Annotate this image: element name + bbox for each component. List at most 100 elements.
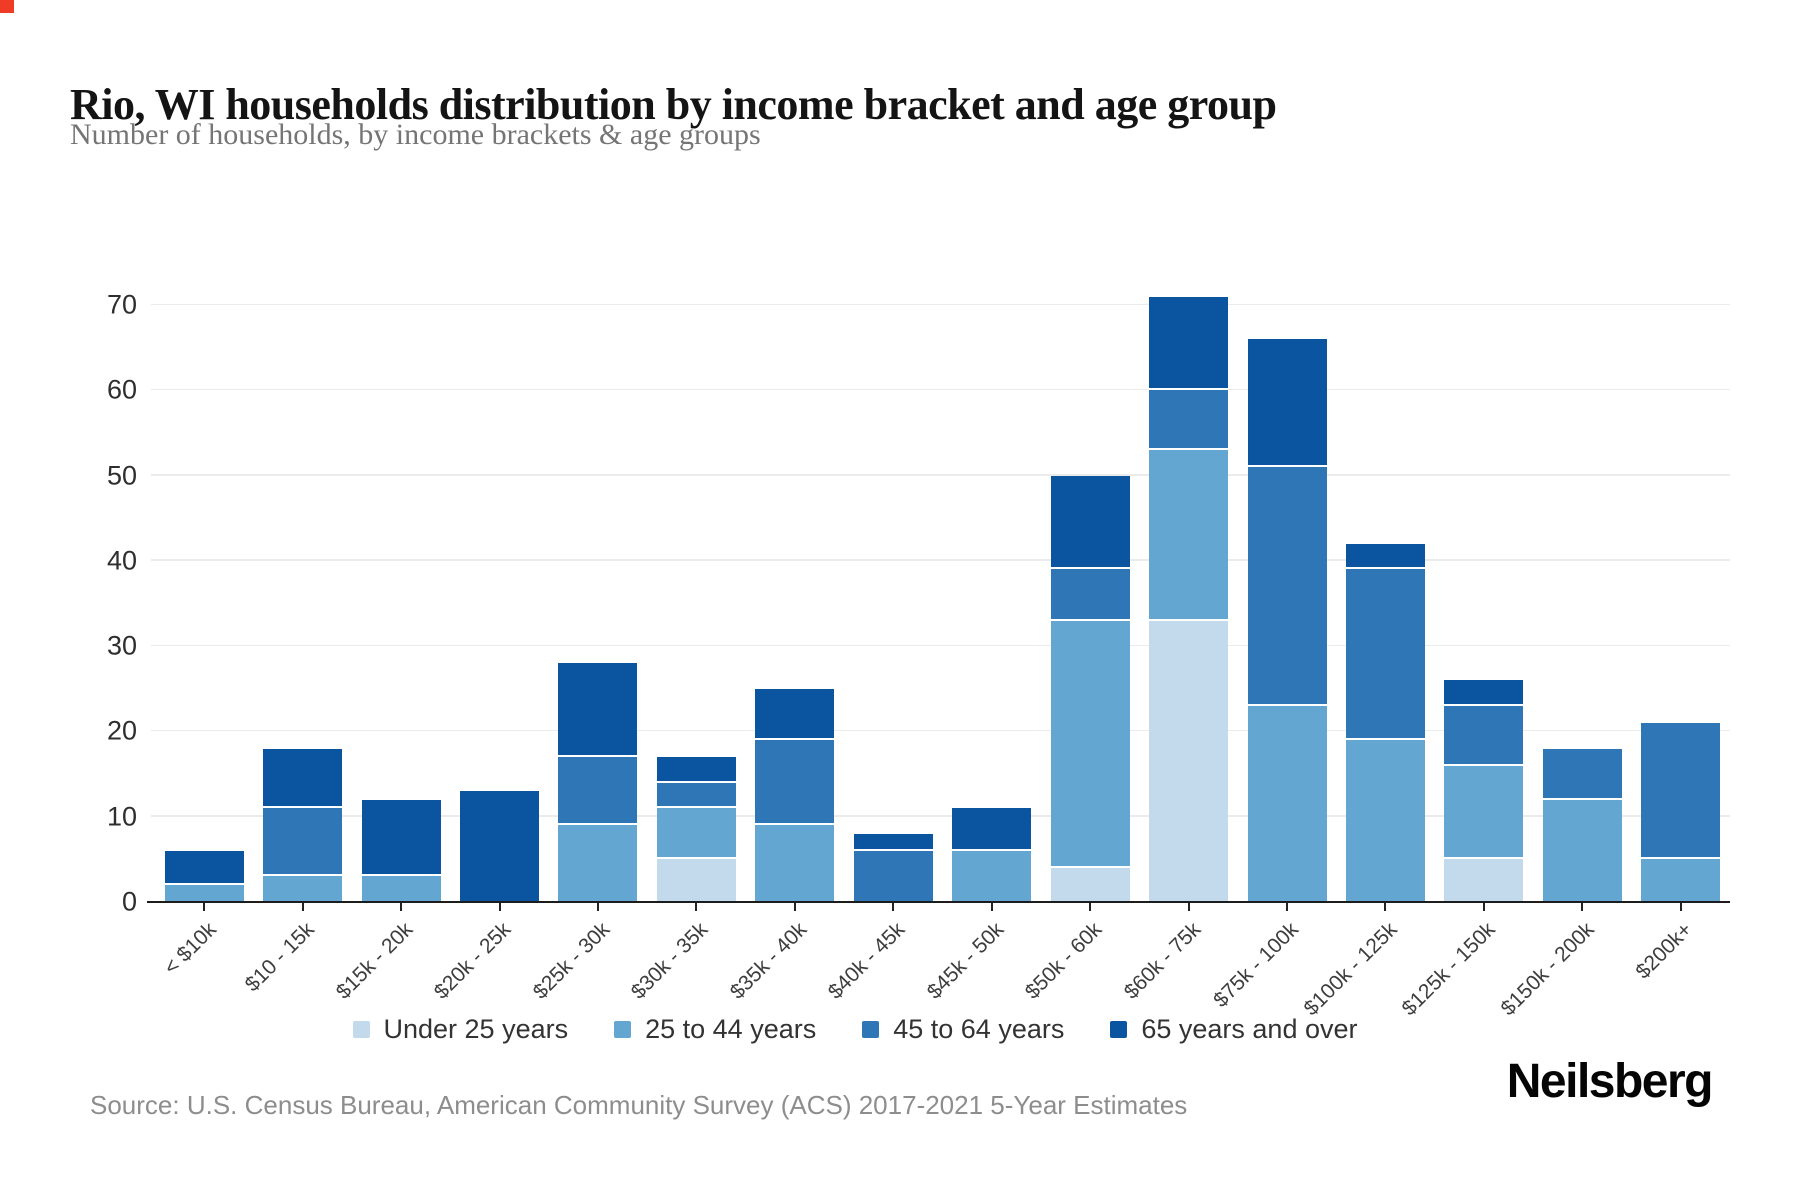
bars-layer: < $10k $10 - 15k $15k - 20k $20k - 25k $25k …	[155, 250, 1730, 1020]
legend-swatch	[614, 1021, 632, 1038]
bar-slot: $10 - 15k	[241, 250, 351, 996]
bar-slot: $35k - 40k	[726, 250, 844, 1004]
bar-segment	[656, 859, 736, 902]
bar-slot: < $10k	[155, 250, 253, 979]
page-subtitle: Number of households, by income brackets…	[70, 118, 761, 151]
gridline-70	[151, 303, 1730, 305]
bar-segment	[656, 782, 736, 809]
bar-9	[1050, 475, 1130, 902]
bar-segment	[558, 757, 638, 826]
bar-segment	[755, 739, 835, 826]
page-title: Rio, WI households distribution by incom…	[70, 80, 1277, 130]
y-axis-tick-label: 0	[121, 886, 137, 917]
x-axis-label: $30k - 35k	[627, 918, 713, 1004]
bar-7	[853, 833, 933, 902]
x-axis-label: < $10k	[159, 918, 221, 980]
y-axis-tick-label: 50	[106, 460, 137, 491]
bar-segment	[853, 833, 933, 851]
legend: Under 25 years 25 to 44 years 45 to 64 yea…	[0, 1014, 1800, 1045]
x-axis-tick	[1286, 903, 1289, 911]
bar-segment	[361, 799, 441, 877]
legend-item[interactable]: 25 to 44 years	[614, 1014, 816, 1045]
bar-slot: $150k - 200k	[1496, 250, 1631, 1020]
corner-marker	[0, 0, 14, 13]
bar-segment	[558, 663, 638, 758]
legend-item[interactable]: 45 to 64 years	[862, 1014, 1064, 1045]
bar-segment	[558, 825, 638, 902]
bar-segment	[1247, 467, 1327, 706]
bar-segment	[164, 884, 244, 902]
y-axis-tick-label: 70	[106, 289, 137, 320]
bar-slot: $60k - 75k	[1119, 250, 1237, 1004]
gridline-40	[151, 559, 1730, 561]
bar-1	[263, 748, 343, 902]
x-axis-tick	[596, 903, 599, 911]
bar-segment	[1050, 867, 1130, 902]
bar-segment	[460, 791, 540, 902]
bar-15	[1641, 722, 1721, 902]
x-axis-label: $10 - 15k	[240, 918, 319, 997]
bar-14	[1542, 748, 1622, 902]
bar-slot: $75k - 100k	[1209, 250, 1336, 1012]
x-axis-tick	[1482, 903, 1485, 911]
bar-slot: $45k - 50k	[922, 250, 1041, 1004]
bar-segment	[1345, 569, 1425, 740]
x-axis-label: $60k - 75k	[1119, 918, 1205, 1004]
bar-segment	[1641, 859, 1721, 902]
legend-item[interactable]: Under 25 years	[352, 1014, 569, 1045]
x-axis-label: $150k - 200k	[1496, 918, 1599, 1021]
y-axis-tick-label: 20	[106, 715, 137, 746]
y-axis-tick-label: 10	[106, 801, 137, 832]
bar-segment	[263, 808, 343, 877]
bar-8	[952, 808, 1032, 902]
bar-6	[755, 688, 835, 902]
x-axis-label: $20k - 25k	[430, 918, 516, 1004]
bar-slot: $100k - 125k	[1300, 250, 1434, 1020]
bar-segment	[1345, 739, 1425, 902]
legend-label: 25 to 44 years	[645, 1014, 817, 1044]
x-axis-label: $35k - 40k	[725, 918, 812, 1004]
legend-label: 65 years and over	[1141, 1014, 1358, 1044]
legend-label: 45 to 64 years	[893, 1014, 1065, 1044]
bar-segment	[1444, 859, 1524, 902]
gridline-50	[151, 474, 1730, 476]
x-axis-tick	[203, 903, 206, 911]
bar-5	[656, 757, 736, 902]
x-axis-tick	[990, 903, 993, 911]
bar-segment	[263, 748, 343, 809]
x-axis-tick	[1581, 903, 1584, 911]
y-axis-tick-label: 40	[106, 545, 137, 576]
x-axis-tick	[1089, 903, 1092, 911]
bar-10	[1149, 296, 1229, 902]
gridline-10	[151, 815, 1730, 817]
brand-logo: Neilsberg	[1506, 1055, 1714, 1108]
x-axis-tick	[301, 903, 304, 911]
plot-area: 0 10 20 30 40 50 60 70 < $10k $10 - 15k $15k - 20k…	[107, 250, 1730, 1020]
x-axis-tick	[892, 903, 895, 911]
bar-segment	[1149, 450, 1229, 621]
x-axis-tick	[498, 903, 501, 911]
bar-slot: $25k - 30k	[529, 250, 647, 1004]
legend-label: Under 25 years	[383, 1014, 569, 1044]
source-note: Source: U.S. Census Bureau, American Com…	[90, 1090, 1188, 1120]
bar-segment	[1050, 569, 1130, 621]
bar-segment	[1050, 620, 1130, 868]
bar-segment	[656, 808, 736, 860]
x-axis-tick	[1187, 903, 1190, 911]
legend-swatch	[862, 1021, 880, 1038]
bar-segment	[1444, 705, 1524, 766]
bar-slot: $20k - 25k	[430, 250, 548, 1004]
bar-segment	[952, 808, 1032, 851]
x-axis-tick	[695, 903, 698, 911]
bar-segment	[1149, 390, 1229, 450]
bar-segment	[853, 850, 933, 902]
bar-segment	[656, 757, 736, 783]
bar-slot: $40k - 45k	[824, 250, 942, 1004]
x-axis-tick	[400, 903, 403, 911]
bar-2	[361, 799, 441, 902]
x-axis-label: $200k+	[1631, 918, 1698, 984]
legend-item[interactable]: 65 years and over	[1110, 1014, 1358, 1045]
bar-slot: $125k - 150k	[1398, 250, 1533, 1020]
bar-segment	[361, 876, 441, 902]
x-axis-label: $100k - 125k	[1299, 918, 1402, 1021]
